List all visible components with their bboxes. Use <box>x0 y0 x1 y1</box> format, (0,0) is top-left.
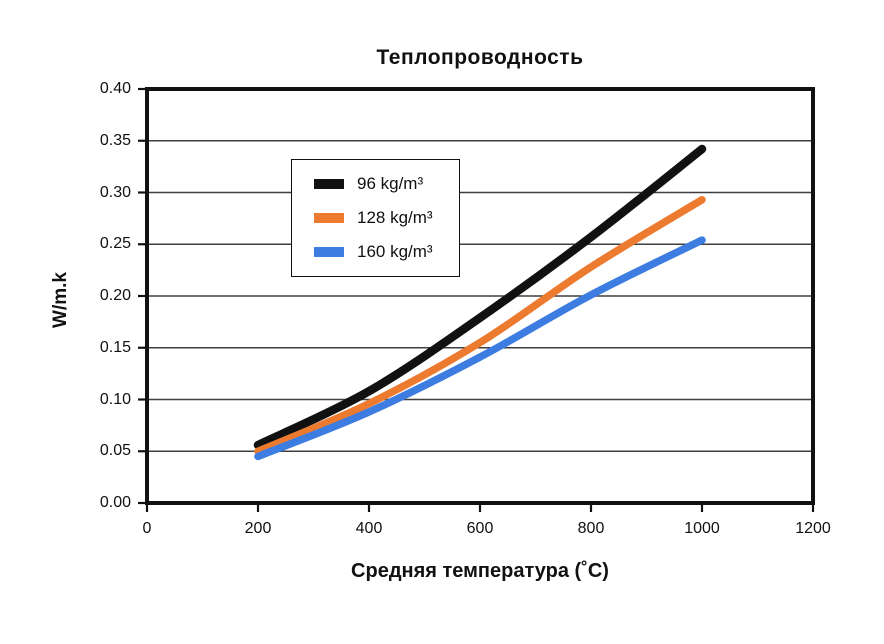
y-tick-label: 0.40 <box>99 80 131 97</box>
legend-swatch-96-icon <box>314 179 344 189</box>
legend-item-128: 128 kg/m³ <box>314 208 459 228</box>
chart-title: Теплопроводность <box>376 46 584 69</box>
legend-swatch-160-icon <box>314 247 344 257</box>
y-tick-label: 0.35 <box>99 131 131 149</box>
legend-label-96: 96 kg/m³ <box>357 174 424 193</box>
y-tick-label: 0.15 <box>99 338 131 356</box>
series-line-1 <box>253 144 707 450</box>
x-tick-label: 800 <box>577 520 605 537</box>
y-tick-label: 0.25 <box>99 235 131 253</box>
x-tick-label: 600 <box>466 520 494 537</box>
legend-label-128: 128 kg/m³ <box>357 208 433 227</box>
y-tick-label: 0.30 <box>99 183 131 201</box>
series-line-3 <box>254 236 706 461</box>
legend-item-160: 160 kg/m³ <box>314 242 459 262</box>
legend-label-160: 160 kg/m³ <box>357 242 433 261</box>
x-axis-label: Средняя температура (˚C) <box>351 560 609 582</box>
legend-swatch-128-icon <box>314 213 344 223</box>
x-tick-label: 0 <box>142 520 152 537</box>
y-tick-label: 0.20 <box>99 287 131 304</box>
x-tick-label: 400 <box>355 520 383 537</box>
legend: 96 kg/m³ 128 kg/m³ 160 kg/m³ <box>291 159 460 277</box>
y-tick-label: 0.10 <box>99 390 131 408</box>
y-tick-label: 0.05 <box>99 442 131 460</box>
plot-border <box>145 87 815 505</box>
legend-item-96: 96 kg/m³ <box>314 174 459 194</box>
y-tick-label: 0.00 <box>99 494 131 511</box>
x-tick-label: 200 <box>244 520 272 537</box>
x-tick-label: 1200 <box>795 520 831 537</box>
x-tick-label: 1000 <box>684 520 720 537</box>
series-line-2 <box>254 195 706 455</box>
